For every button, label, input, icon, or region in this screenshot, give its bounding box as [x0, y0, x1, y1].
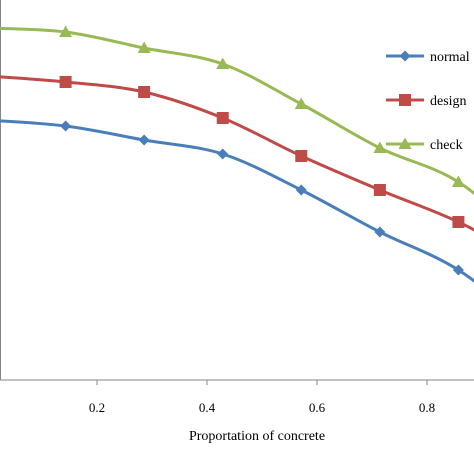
data-point — [373, 141, 387, 153]
data-point — [59, 25, 73, 37]
data-point — [295, 184, 307, 196]
x-tick-label: 0.2 — [89, 400, 105, 415]
data-point — [452, 216, 465, 228]
data-point — [399, 94, 411, 106]
data-point — [452, 264, 464, 276]
data-point — [374, 226, 386, 238]
data-point — [451, 175, 465, 187]
data-point — [294, 97, 308, 109]
plot-area — [0, 25, 474, 283]
x-tick-label: 0.8 — [419, 400, 435, 415]
series-line — [0, 119, 474, 283]
data-point — [398, 137, 412, 149]
series-normal — [0, 119, 474, 283]
legend-label: design — [430, 94, 467, 109]
axes — [0, 0, 474, 381]
data-point — [138, 86, 151, 98]
x-tick-label: 0.6 — [309, 400, 326, 415]
data-point — [59, 76, 72, 88]
data-point — [60, 120, 72, 132]
data-point — [399, 50, 411, 62]
x-axis-title: Proportation of concrete — [189, 429, 325, 444]
series-design — [0, 75, 474, 232]
series-line — [0, 26, 474, 196]
data-point — [373, 184, 386, 196]
data-point — [216, 57, 230, 69]
legend-item-normal: normal — [386, 50, 470, 65]
x-ticks: 0.2 0.4 0.6 0.8 — [89, 380, 435, 415]
data-point — [216, 112, 229, 124]
legend-label: check — [430, 138, 463, 153]
data-point — [295, 150, 308, 162]
legend: normal design check — [386, 50, 470, 153]
data-point — [137, 41, 151, 53]
data-point — [138, 134, 150, 146]
x-tick-label: 0.4 — [199, 400, 216, 415]
legend-item-check: check — [386, 137, 463, 153]
data-point — [217, 148, 229, 160]
legend-label: normal — [430, 50, 470, 65]
legend-item-design: design — [386, 94, 467, 109]
series-check — [0, 25, 474, 196]
